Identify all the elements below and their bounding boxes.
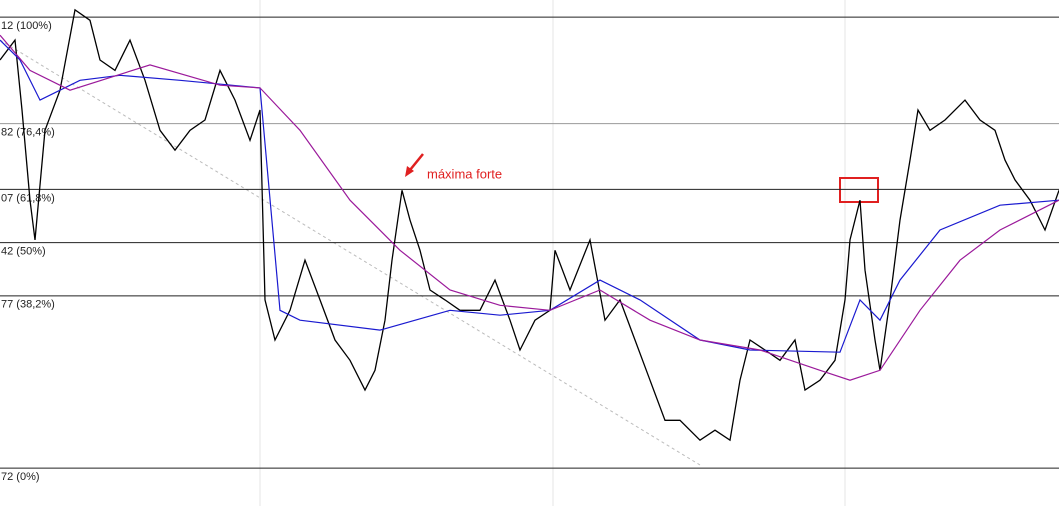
level-label: 72 (0%): [1, 471, 40, 483]
trend-line: [0, 39, 701, 466]
level-label: 42 (50%): [1, 246, 46, 258]
series-line: [0, 34, 1059, 381]
annotation: máxima forte: [427, 166, 502, 181]
series-line: [0, 8, 1059, 442]
highlight-box: [839, 177, 879, 203]
level-label: 07 (61,8%): [1, 192, 55, 204]
arrow-head: [405, 166, 414, 177]
arrow: [409, 153, 424, 171]
series-line: [0, 39, 1059, 353]
level-label: 12 (100%): [1, 20, 52, 32]
level-label: 82 (76,4%): [1, 126, 55, 138]
level-label: 77 (38,2%): [1, 299, 55, 311]
